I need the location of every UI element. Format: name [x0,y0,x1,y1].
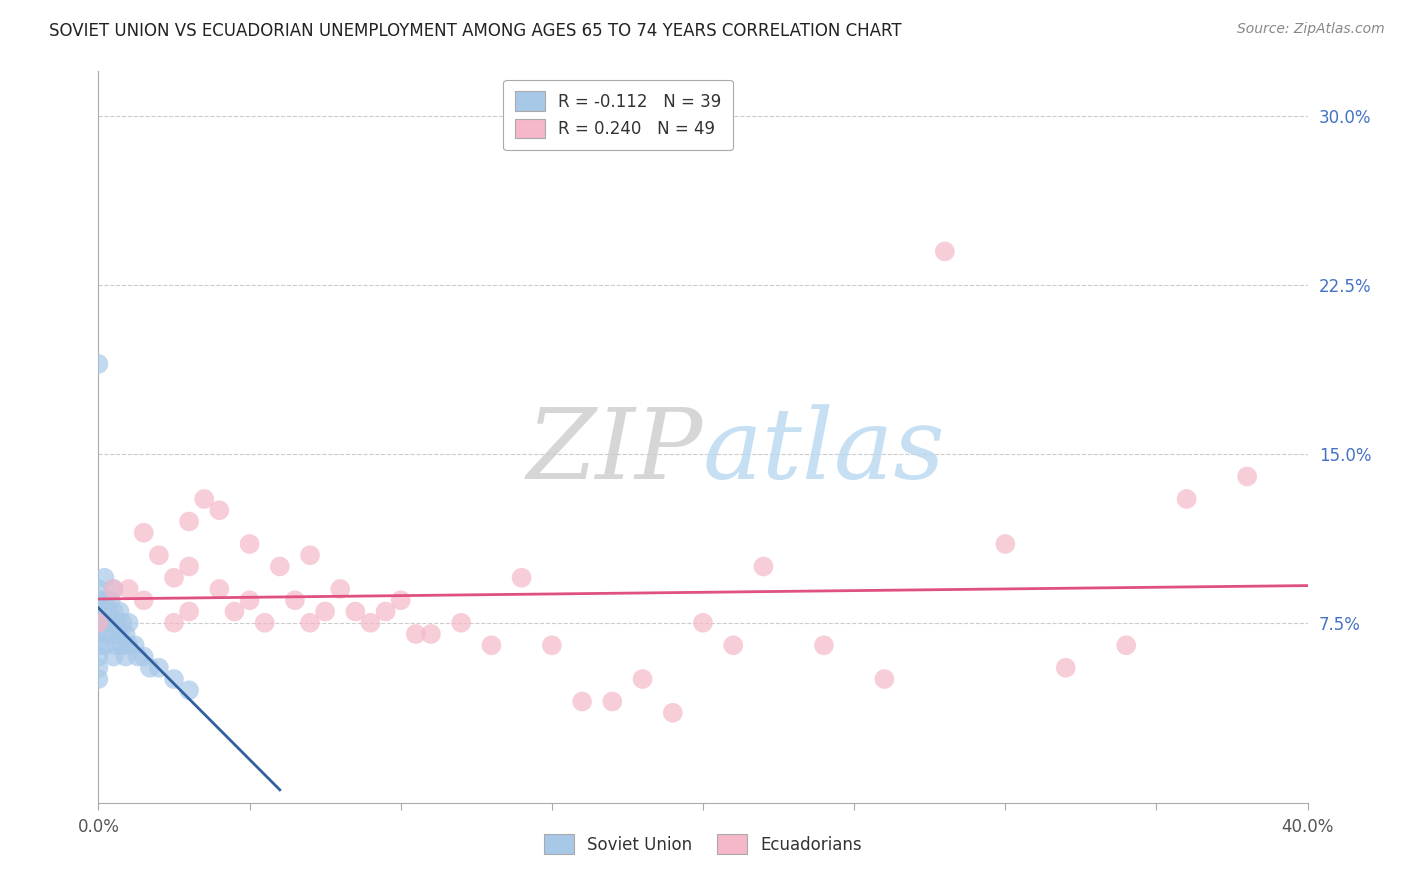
Point [329,582,352,596]
Point [374,605,396,619]
Point [661,706,683,720]
Point [208,582,231,596]
Point [139,661,162,675]
Point [269,559,291,574]
Point [87,649,110,664]
Point [87,593,110,607]
Point [87,615,110,630]
Point [87,605,110,619]
Point [602,694,624,708]
Point [692,615,714,630]
Point [208,503,231,517]
Point [510,571,533,585]
Text: atlas: atlas [703,404,946,500]
Point [108,605,131,619]
Point [239,593,262,607]
Point [1115,638,1137,652]
Point [163,672,186,686]
Point [118,638,141,652]
Point [420,627,443,641]
Point [239,537,262,551]
Point [752,559,775,574]
Point [284,593,307,607]
Point [540,638,562,652]
Point [405,627,427,641]
Point [87,615,110,630]
Point [96,627,118,641]
Point [253,615,276,630]
Point [132,525,155,540]
Point [87,582,110,596]
Point [148,548,170,562]
Point [299,615,322,630]
Point [994,537,1017,551]
Text: SOVIET UNION VS ECUADORIAN UNEMPLOYMENT AMONG AGES 65 TO 74 YEARS CORRELATION CH: SOVIET UNION VS ECUADORIAN UNEMPLOYMENT … [49,22,901,40]
Point [103,582,125,596]
Point [124,638,146,652]
Point [132,649,155,664]
Point [571,694,593,708]
Point [93,638,115,652]
Point [87,672,110,686]
Point [344,605,367,619]
Point [179,515,201,529]
Point [179,605,201,619]
Point [314,605,336,619]
Point [723,638,745,652]
Point [87,627,110,641]
Point [631,672,654,686]
Point [299,548,322,562]
Point [179,683,201,698]
Text: Source: ZipAtlas.com: Source: ZipAtlas.com [1237,22,1385,37]
Point [1054,661,1077,675]
Point [105,615,128,630]
Point [100,593,122,607]
Point [114,649,136,664]
Point [360,615,382,630]
Point [93,571,115,585]
Point [224,605,246,619]
Point [118,615,141,630]
Point [481,638,503,652]
Point [96,605,118,619]
Point [103,605,125,619]
Point [93,615,115,630]
Legend: Soviet Union, Ecuadorians: Soviet Union, Ecuadorians [537,828,869,860]
Point [179,559,201,574]
Point [163,571,186,585]
Point [87,357,110,371]
Point [389,593,412,607]
Point [93,593,115,607]
Point [111,638,134,652]
Point [103,627,125,641]
Point [114,627,136,641]
Point [934,244,956,259]
Point [100,615,122,630]
Point [105,638,128,652]
Point [87,638,110,652]
Point [103,649,125,664]
Point [148,661,170,675]
Point [111,615,134,630]
Point [813,638,835,652]
Point [873,672,896,686]
Point [132,593,155,607]
Point [108,627,131,641]
Point [103,582,125,596]
Point [193,491,215,506]
Point [87,661,110,675]
Point [163,615,186,630]
Point [118,582,141,596]
Point [127,649,149,664]
Point [1236,469,1258,483]
Text: ZIP: ZIP [527,404,703,500]
Point [1175,491,1198,506]
Point [450,615,472,630]
